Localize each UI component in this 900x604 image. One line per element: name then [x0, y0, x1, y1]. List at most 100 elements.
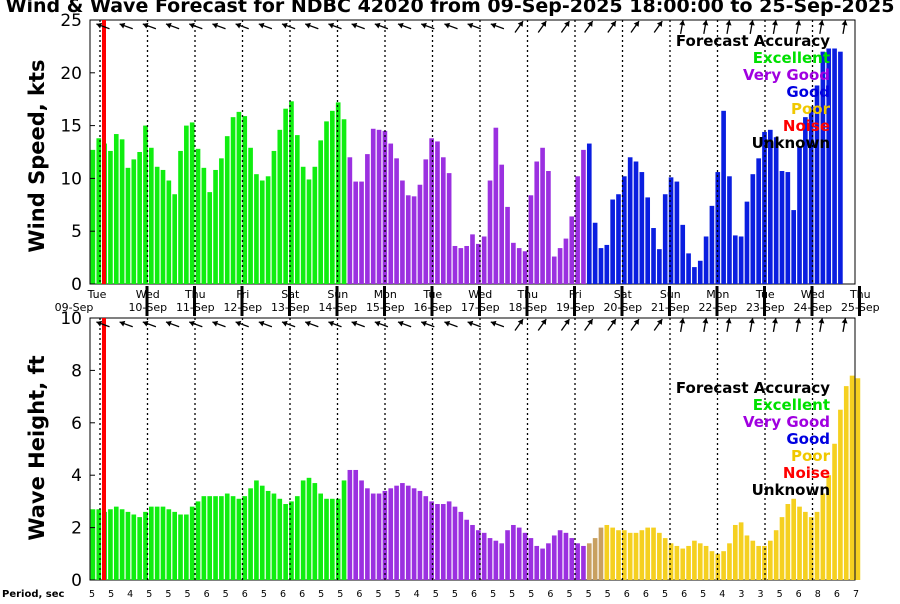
bar: [505, 206, 510, 284]
bar: [551, 256, 557, 284]
bar: [692, 540, 697, 580]
bar: [359, 181, 364, 284]
wind-arrow-head: [96, 320, 103, 327]
wind-arrow-head: [818, 318, 825, 324]
wind-arrow: [607, 20, 617, 33]
wind-arrow: [444, 320, 458, 328]
bar: [160, 169, 166, 284]
bar: [557, 248, 563, 284]
bar: [452, 245, 458, 284]
wind-arrow-head: [258, 320, 265, 327]
legend-item: Excellent: [753, 49, 830, 67]
bar: [96, 138, 102, 284]
bar: [213, 169, 218, 284]
wind-arrow-head: [119, 320, 126, 327]
wind-arrow-head: [564, 21, 570, 27]
wind-arrow-head: [772, 20, 778, 26]
wind-arrow: [841, 19, 848, 34]
bar: [551, 535, 557, 580]
bar: [125, 511, 131, 580]
legend-item: Poor: [791, 447, 831, 465]
bar: [300, 480, 306, 580]
bar: [435, 141, 440, 284]
wind-arrow: [630, 318, 640, 331]
bar: [762, 131, 767, 284]
wind-arrow: [212, 22, 226, 30]
bar: [184, 125, 189, 284]
wind-arrow-head: [351, 22, 358, 29]
bar: [622, 176, 627, 284]
bar: [277, 129, 283, 284]
bar: [289, 101, 294, 284]
period-value: 6: [681, 589, 687, 600]
bar: [248, 147, 253, 284]
period-value: 5: [223, 589, 229, 600]
bar: [370, 128, 376, 284]
bar: [493, 127, 499, 285]
wind-arrow: [328, 320, 342, 328]
wave-ylabel: Wave Height, ft: [25, 355, 49, 540]
period-value: 6: [356, 589, 362, 600]
bar: [803, 117, 808, 285]
period-value: 5: [395, 589, 401, 600]
period-value: 5: [184, 589, 190, 600]
bar: [172, 194, 177, 284]
period-value: 4: [414, 589, 420, 600]
period-value: 5: [662, 589, 668, 600]
period-value: 5: [433, 589, 439, 600]
bar: [341, 119, 347, 284]
wind-arrow-head: [444, 22, 451, 29]
period-value: 6: [471, 589, 477, 600]
bar: [610, 199, 615, 284]
bar: [178, 150, 183, 284]
wind-arrow-head: [374, 22, 381, 29]
period-value: 6: [643, 589, 649, 600]
bar: [750, 540, 756, 580]
wind-arrow-head: [467, 320, 474, 327]
bar: [207, 496, 213, 580]
y-tick-label: 20: [60, 64, 82, 84]
y-tick-label: 2: [71, 519, 82, 539]
y-tick-label: 0: [71, 571, 82, 591]
bar: [826, 48, 832, 285]
bar: [651, 527, 656, 580]
wind-arrow-head: [587, 319, 593, 325]
bar: [365, 154, 370, 284]
bar: [592, 222, 598, 284]
bar: [458, 248, 464, 284]
wind-arrow: [679, 19, 686, 34]
bar: [616, 194, 621, 284]
bar: [417, 490, 423, 580]
bar: [756, 158, 761, 284]
bar: [119, 139, 125, 284]
period-value: 5: [108, 589, 114, 600]
bar: [195, 148, 201, 284]
bar: [470, 234, 475, 284]
bar: [224, 493, 230, 580]
bar: [376, 493, 382, 580]
bar: [855, 378, 861, 580]
bar: [563, 532, 569, 580]
wind-arrow: [281, 22, 296, 30]
wind-arrow-head: [189, 22, 195, 29]
bar: [219, 496, 224, 580]
bar: [230, 496, 236, 580]
bar: [797, 506, 802, 580]
bar: [184, 514, 189, 580]
bar: [581, 149, 586, 284]
bar: [727, 543, 732, 580]
period-value: 3: [738, 589, 744, 600]
wind-arrow: [818, 317, 825, 332]
bar: [604, 524, 610, 580]
y-tick-label: 0: [71, 275, 82, 295]
bar: [499, 164, 505, 284]
wind-arrow: [514, 318, 524, 331]
period-value: 6: [547, 589, 553, 600]
bar: [528, 195, 534, 284]
wind-arrow: [258, 320, 273, 328]
period-value: 5: [261, 589, 267, 600]
wind-arrow-head: [725, 20, 732, 26]
bar: [440, 504, 446, 580]
period-value: 6: [242, 589, 248, 600]
period-value: 6: [280, 589, 286, 600]
